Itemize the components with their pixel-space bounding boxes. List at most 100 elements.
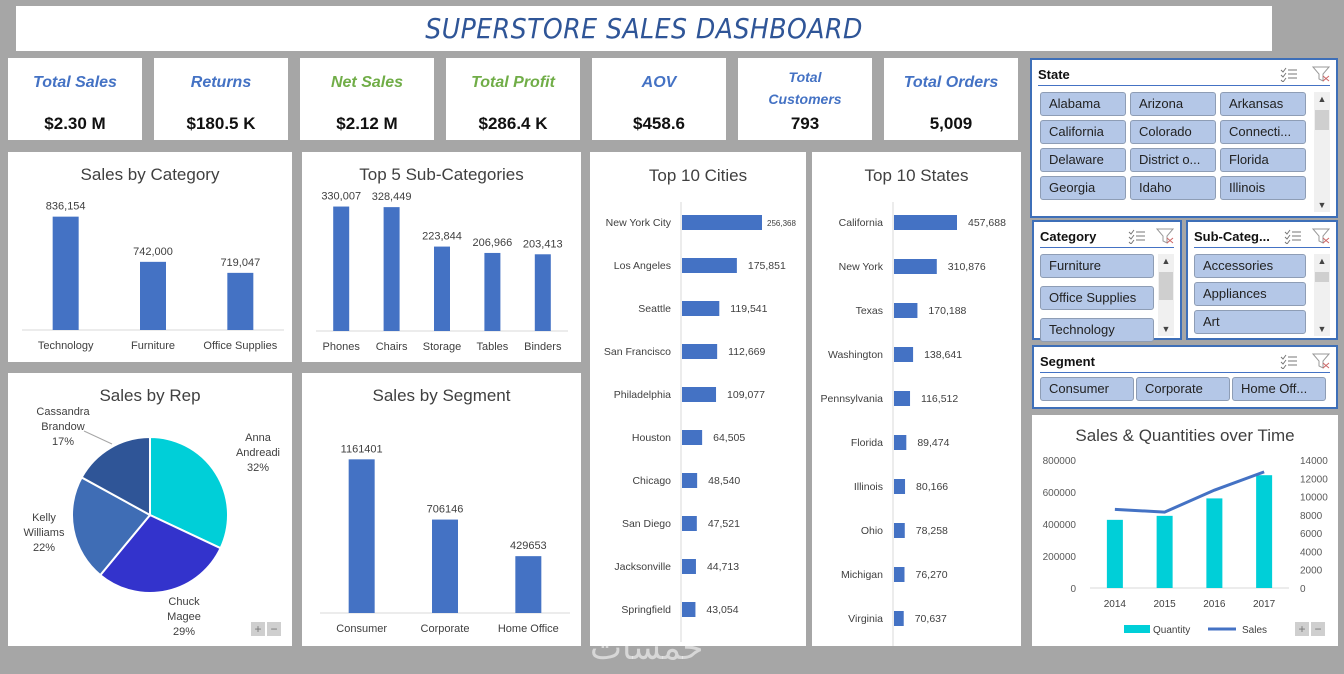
watermark: خمسات — [590, 628, 704, 668]
slicer-item[interactable]: Accessories — [1194, 254, 1306, 278]
slice-label-name: Kelly — [32, 512, 56, 524]
slicer-scrollbar[interactable]: ▲ ▼ — [1158, 254, 1174, 336]
slicer-item[interactable]: Consumer — [1040, 377, 1134, 401]
data-label: 1161401 — [341, 443, 383, 455]
slicer-item[interactable]: Technology — [1040, 318, 1154, 342]
slicer-state[interactable]: State Alabama Arizona Arkansas California Co… — [1030, 58, 1338, 218]
zoom-out-icon[interactable]: − — [1311, 622, 1325, 636]
scroll-up-icon[interactable]: ▲ — [1317, 94, 1327, 104]
category-label: Tables — [477, 341, 509, 353]
dashboard-header: SUPERSTORE SALES DASHBOARD — [16, 6, 1272, 51]
slice-label-pct: 32% — [247, 462, 269, 474]
legend-sales-label: Sales — [1242, 625, 1267, 636]
right-axis-tick: 6000 — [1300, 529, 1323, 540]
year-label: 2017 — [1253, 599, 1276, 610]
category-label: Philadelphia — [614, 389, 671, 401]
clear-filter-icon[interactable] — [1312, 66, 1330, 82]
slicer-item[interactable]: Alabama — [1040, 92, 1126, 116]
slicer-item[interactable]: Art — [1194, 310, 1306, 334]
scroll-thumb[interactable] — [1159, 272, 1173, 300]
data-label: 48,540 — [708, 475, 740, 487]
category-label: San Diego — [622, 518, 671, 530]
scroll-down-icon[interactable]: ▼ — [1161, 324, 1171, 334]
slicer-scrollbar[interactable]: ▲ ▼ — [1314, 254, 1330, 336]
data-label: 170,188 — [928, 305, 966, 317]
slicer-item[interactable]: Colorado — [1130, 120, 1216, 144]
zoom-in-icon[interactable]: + — [251, 622, 265, 636]
slicer-item[interactable]: Office Supplies — [1040, 286, 1154, 310]
chart-sales-quantities-over-time[interactable]: Sales & Quantities over Time 800000 60000… — [1032, 415, 1338, 646]
data-label: 223,844 — [422, 231, 462, 243]
slicer-item[interactable]: Delaware — [1040, 148, 1126, 172]
multi-select-icon[interactable] — [1128, 228, 1146, 244]
scroll-down-icon[interactable]: ▼ — [1317, 200, 1327, 210]
multi-select-icon[interactable] — [1280, 66, 1298, 82]
slice-label-name: Anna — [245, 432, 272, 444]
slicer-scrollbar[interactable]: ▲ ▼ — [1314, 92, 1330, 212]
chart-title: Sales by Category — [80, 165, 220, 184]
chart-zoom-controls[interactable]: + − — [1295, 622, 1325, 636]
bar — [434, 246, 450, 331]
slice-label-name: Williams — [24, 527, 65, 539]
slicer-subcategory[interactable]: Sub-Categ... Accessories Appliances Art ▲ … — [1186, 220, 1338, 340]
chart-top-subcategories[interactable]: Top 5 Sub-Categories 330,007 Phones 328,44… — [302, 152, 581, 362]
clear-filter-icon[interactable] — [1312, 353, 1330, 369]
data-label: 76,270 — [915, 569, 947, 581]
bar — [432, 519, 458, 613]
zoom-out-icon[interactable]: − — [267, 622, 281, 636]
bar — [515, 556, 542, 613]
slicer-header: Category — [1040, 226, 1174, 248]
clear-filter-icon[interactable] — [1156, 228, 1174, 244]
bar — [682, 258, 737, 273]
slicer-item[interactable]: District o... — [1130, 148, 1216, 172]
slicer-item[interactable]: Arkansas — [1220, 92, 1306, 116]
slicer-item[interactable]: Idaho — [1130, 176, 1216, 200]
slicer-segment[interactable]: Segment Consumer Corporate Home Off... — [1032, 345, 1338, 409]
slicer-item[interactable]: Arizona — [1130, 92, 1216, 116]
slicer-item[interactable]: Florida — [1220, 148, 1306, 172]
kpi-value: 5,009 — [929, 114, 973, 133]
slicer-item[interactable]: Home Off... — [1232, 377, 1326, 401]
scroll-up-icon[interactable]: ▲ — [1317, 256, 1327, 266]
slicer-item[interactable]: Appliances — [1194, 282, 1306, 306]
scroll-thumb[interactable] — [1315, 272, 1329, 282]
clear-filter-icon[interactable] — [1312, 228, 1330, 244]
slicer-category[interactable]: Category Furniture Office Supplies Technol… — [1032, 220, 1182, 342]
slicer-item[interactable]: Illinois — [1220, 176, 1306, 200]
chart-top-states[interactable]: Top 10 States California 457,688 New York 3… — [812, 152, 1021, 646]
data-label: 429653 — [510, 540, 547, 552]
chart-title: Sales by Rep — [99, 386, 201, 405]
slicer-item[interactable]: Corporate — [1136, 377, 1230, 401]
scroll-thumb[interactable] — [1315, 110, 1329, 130]
chart-title: Top 10 Cities — [648, 166, 748, 185]
pie-slice — [98, 513, 222, 594]
data-label: 256,368 — [767, 219, 796, 228]
multi-select-icon[interactable] — [1280, 353, 1298, 369]
category-label: New York — [839, 261, 884, 273]
slicer-item[interactable]: Connecti... — [1220, 120, 1306, 144]
category-label: Virginia — [848, 613, 883, 625]
bar — [682, 516, 697, 531]
slicer-item[interactable]: Furniture — [1040, 254, 1154, 278]
slice-label-pct: 29% — [173, 626, 195, 638]
chart-sales-by-segment[interactable]: Sales by Segment 1161401 Consumer 706146 Co… — [302, 373, 581, 646]
zoom-in-icon[interactable]: + — [1295, 622, 1309, 636]
slicer-item[interactable]: Georgia — [1040, 176, 1126, 200]
slicer-item[interactable]: California — [1040, 120, 1126, 144]
data-label: 80,166 — [916, 481, 948, 493]
chart-sales-by-rep[interactable]: Sales by Rep Anna Andreadi 32% Chuck Magee 29… — [8, 373, 292, 646]
data-label: 706146 — [427, 504, 464, 516]
pie-slice — [80, 435, 151, 517]
right-axis-tick: 8000 — [1300, 511, 1323, 522]
chart-top-cities[interactable]: Top 10 Cities New York City 256,368 Los An… — [590, 152, 806, 646]
multi-select-icon[interactable] — [1284, 228, 1302, 244]
scroll-up-icon[interactable]: ▲ — [1161, 256, 1171, 266]
slice-label-name: Brandow — [41, 421, 84, 433]
chart-zoom-controls[interactable]: + − — [251, 622, 281, 636]
category-label: Chairs — [376, 341, 408, 353]
scroll-down-icon[interactable]: ▼ — [1317, 324, 1327, 334]
quantity-bar — [1156, 515, 1173, 588]
slice-label-name: Magee — [167, 611, 201, 623]
chart-sales-by-category[interactable]: Sales by Category 836,154 Technology 742,0… — [8, 152, 292, 362]
kpi-value: $458.6 — [633, 114, 685, 133]
